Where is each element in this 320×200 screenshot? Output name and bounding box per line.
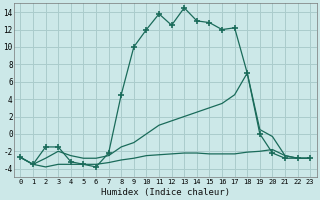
X-axis label: Humidex (Indice chaleur): Humidex (Indice chaleur) [101, 188, 230, 197]
